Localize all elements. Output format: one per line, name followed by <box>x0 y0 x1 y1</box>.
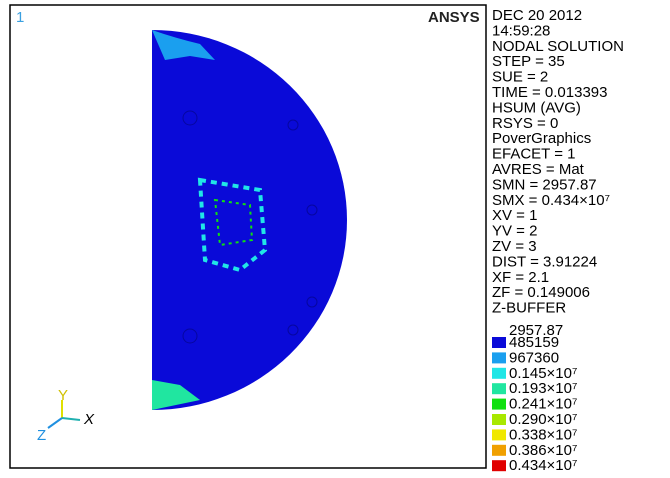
legend-swatch <box>492 368 506 379</box>
page: 1 ANSYS Y X Z DEC 20 201214:59:28NODAL S… <box>0 0 670 478</box>
info-line: Z-BUFFER <box>492 300 566 317</box>
window-number: 1 <box>16 9 24 26</box>
triad-label: Y <box>58 387 68 404</box>
legend-label: 0.434×10⁷ <box>509 457 577 473</box>
legend-swatch <box>492 399 506 410</box>
legend-swatch <box>492 337 506 348</box>
legend-swatch <box>492 429 506 440</box>
legend-swatch <box>492 445 506 456</box>
legend-swatch <box>492 460 506 471</box>
triad-label: Z <box>37 427 46 444</box>
legend-swatch <box>492 352 506 363</box>
ansys-window: 1 ANSYS Y X Z DEC 20 201214:59:28NODAL S… <box>0 0 670 473</box>
triad-label: X <box>83 411 95 428</box>
legend-swatch <box>492 414 506 425</box>
legend-swatch <box>492 383 506 394</box>
logo: ANSYS <box>428 9 480 26</box>
legend: 2957.87 4851599673600.145×10⁷0.193×10⁷0.… <box>492 322 577 473</box>
